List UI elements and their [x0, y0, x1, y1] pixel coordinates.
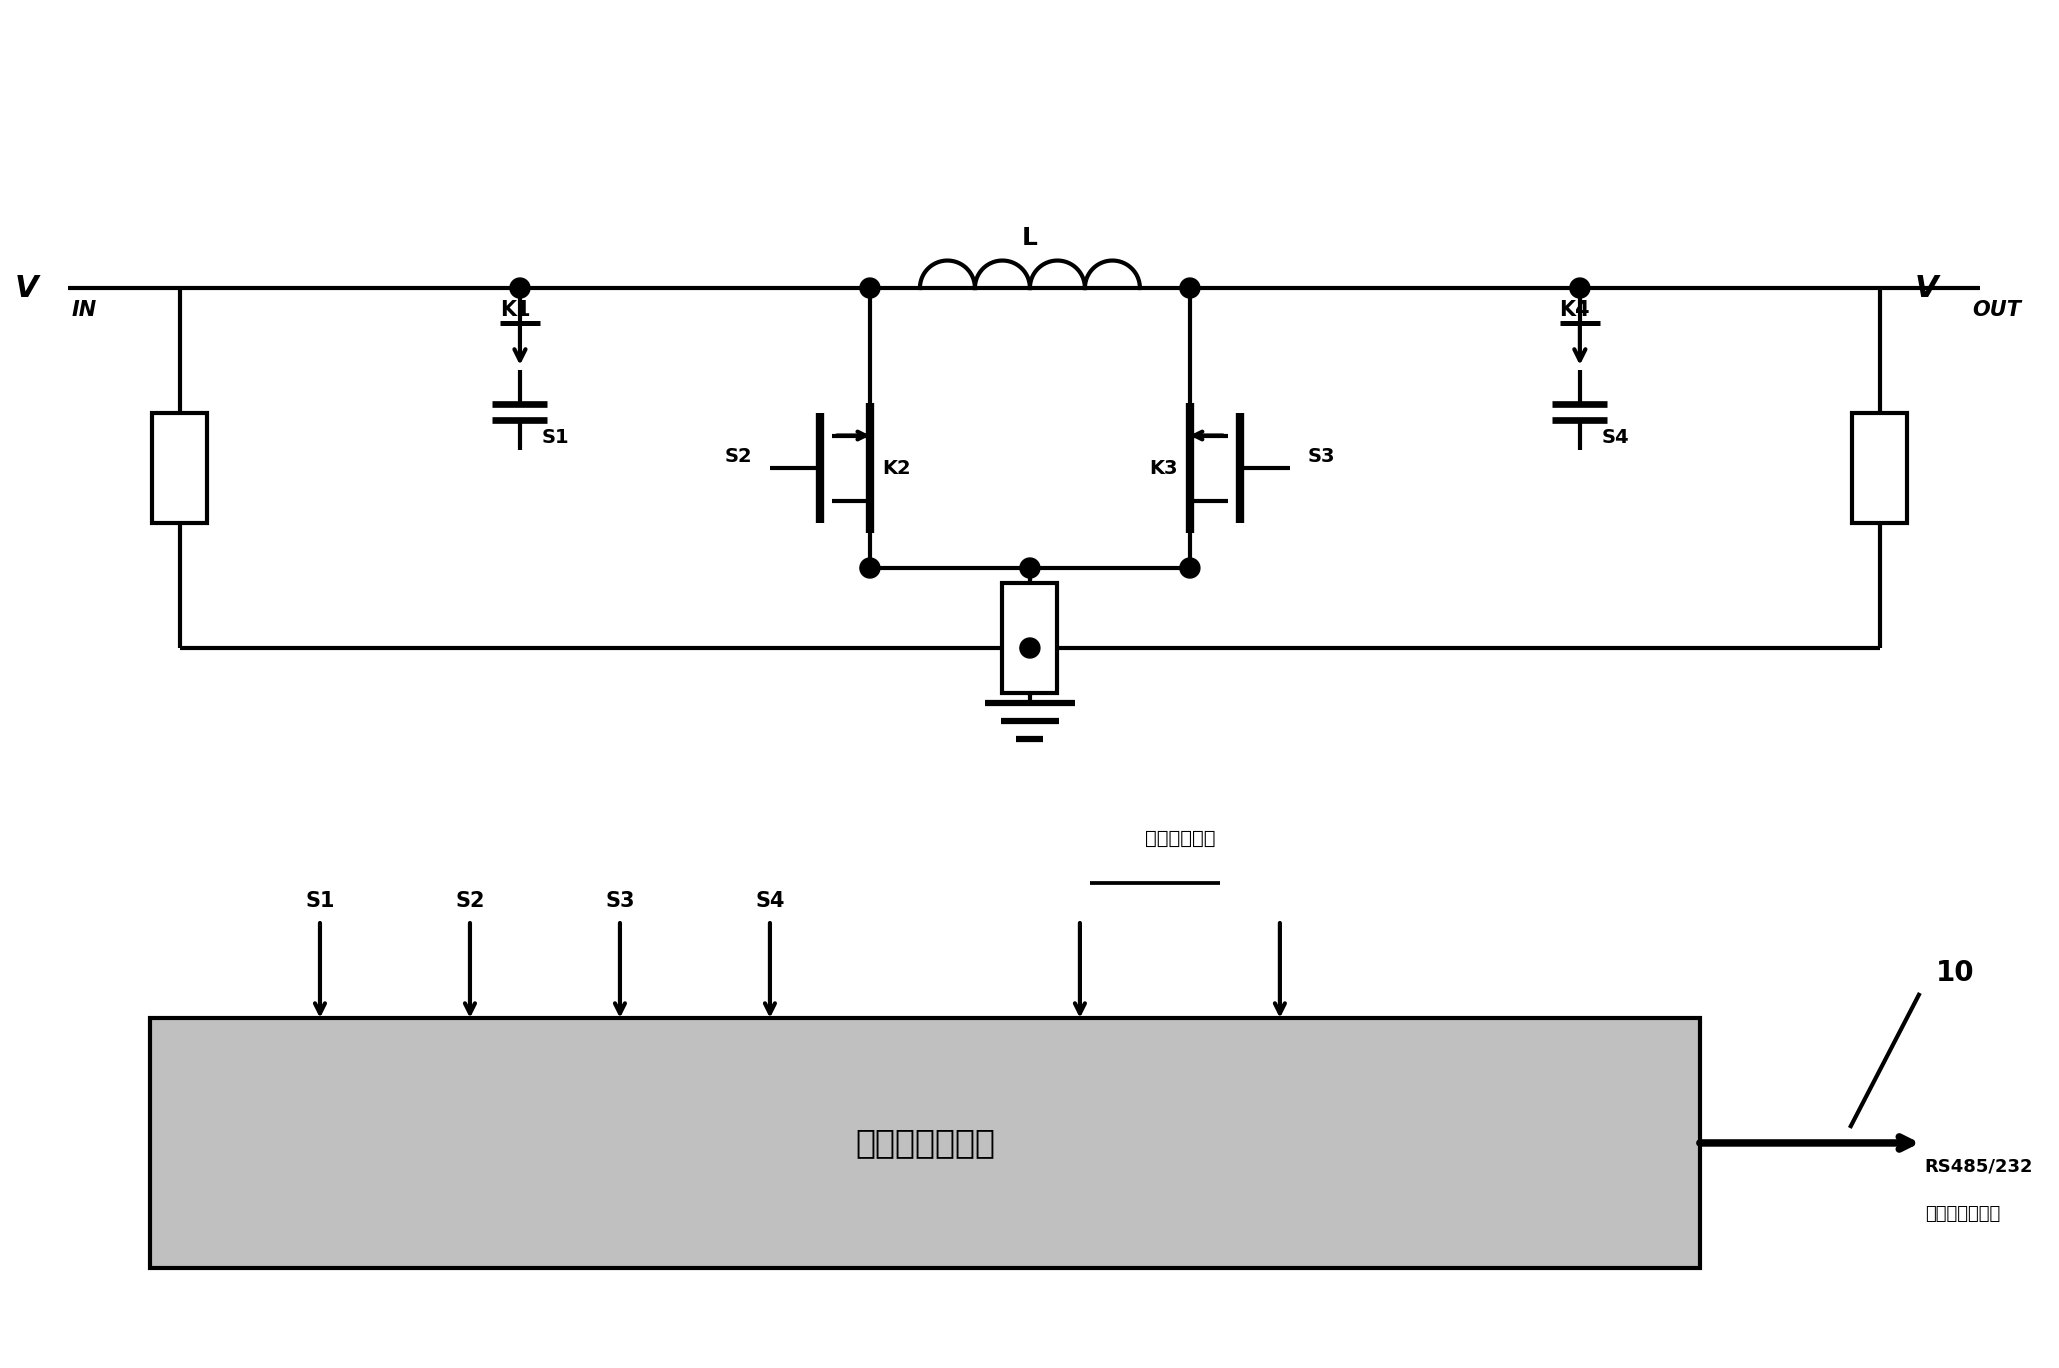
- Circle shape: [1180, 558, 1200, 579]
- Circle shape: [1180, 278, 1200, 298]
- Circle shape: [861, 558, 879, 579]
- Text: 管理控制据上传: 管理控制据上传: [1925, 1205, 1999, 1223]
- Text: K3: K3: [1149, 458, 1178, 477]
- Text: V: V: [14, 274, 39, 302]
- Text: S2: S2: [725, 446, 752, 465]
- Text: K4: K4: [1559, 300, 1590, 320]
- Text: 中心输出控制器: 中心输出控制器: [854, 1126, 994, 1160]
- Text: K1: K1: [500, 300, 531, 320]
- Text: 10: 10: [1935, 959, 1975, 986]
- Text: S4: S4: [1602, 428, 1629, 446]
- Text: L: L: [1021, 226, 1038, 250]
- Circle shape: [1019, 637, 1040, 658]
- Text: V: V: [1915, 274, 1938, 302]
- Text: OUT: OUT: [1973, 300, 2020, 320]
- Text: IN: IN: [72, 300, 97, 320]
- Bar: [152, 413, 208, 523]
- Bar: [1853, 413, 1907, 523]
- Text: S1: S1: [305, 891, 336, 911]
- Text: S3: S3: [1307, 446, 1336, 465]
- Circle shape: [1019, 558, 1040, 579]
- Text: S3: S3: [605, 891, 634, 911]
- Circle shape: [511, 278, 529, 298]
- Text: RS485/232: RS485/232: [1925, 1157, 2034, 1176]
- Circle shape: [1569, 278, 1590, 298]
- Text: S4: S4: [756, 891, 784, 911]
- Text: S2: S2: [455, 891, 484, 911]
- Circle shape: [861, 278, 879, 298]
- Text: S1: S1: [542, 428, 570, 446]
- Text: K2: K2: [881, 458, 910, 477]
- Text: 系统检测信号: 系统检测信号: [1145, 829, 1215, 848]
- Bar: [1003, 583, 1058, 694]
- Bar: [150, 1018, 1701, 1268]
